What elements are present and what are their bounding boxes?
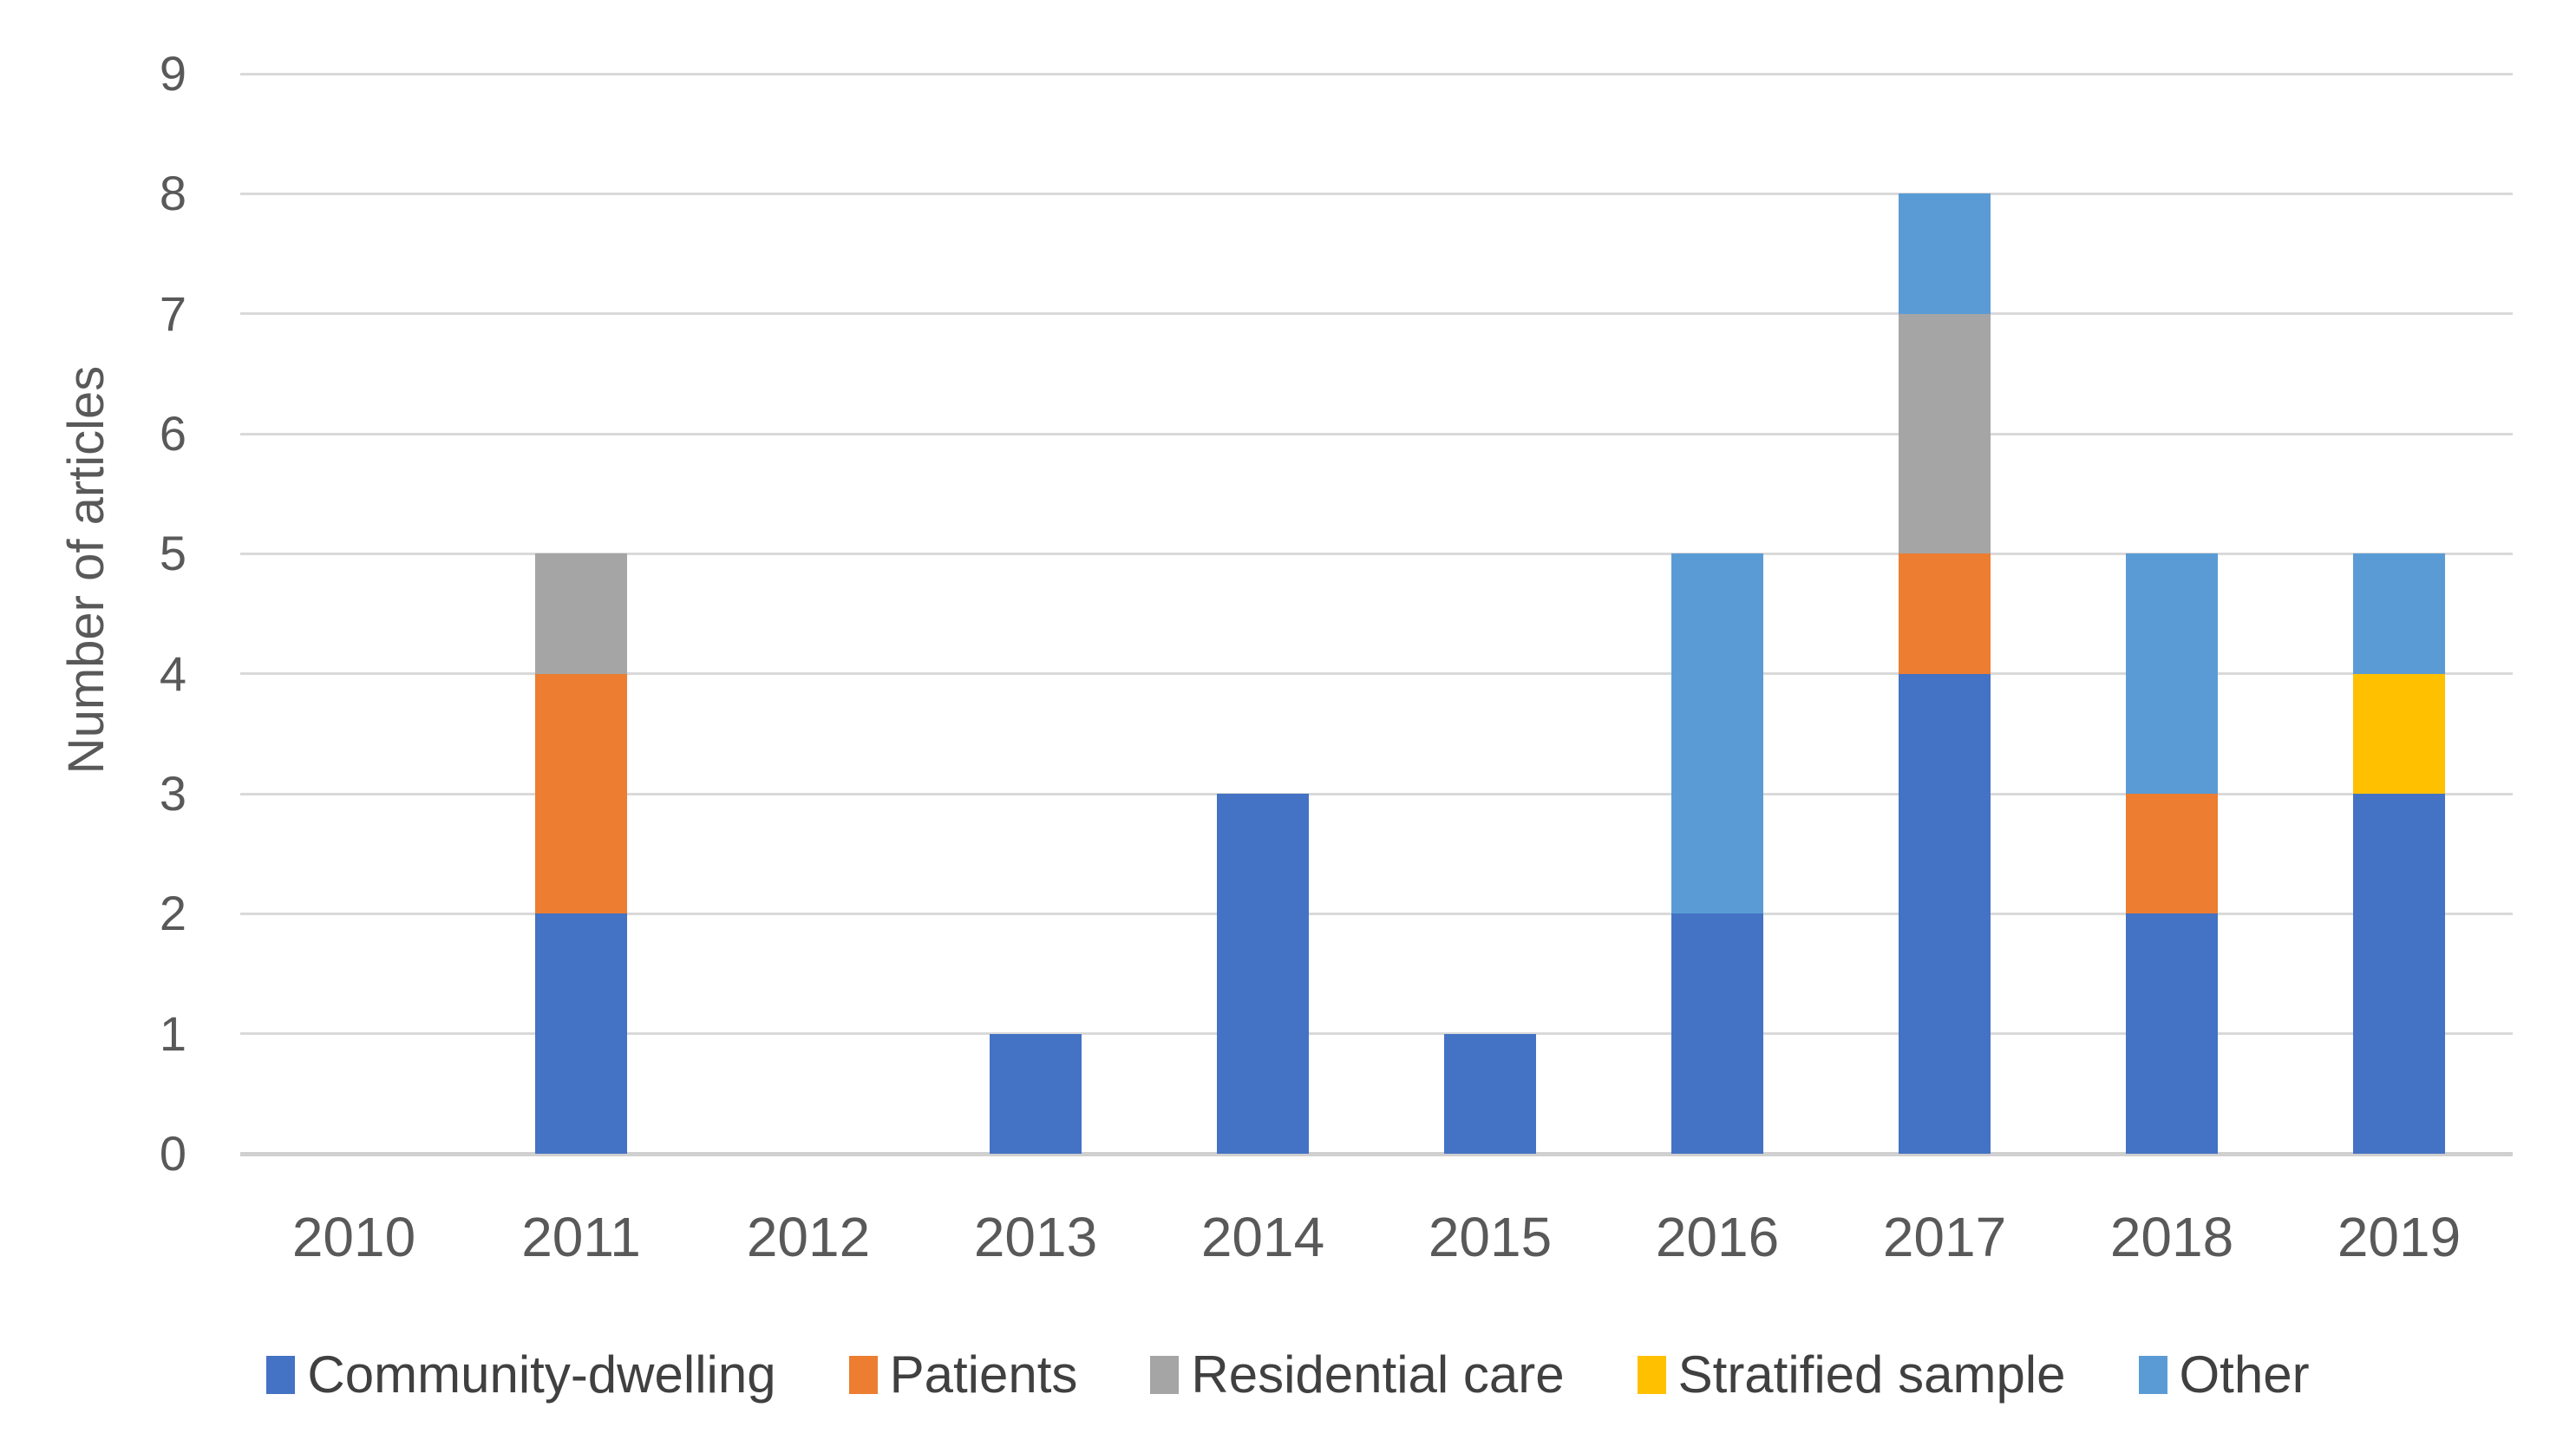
legend-marker [1637,1356,1666,1394]
x-tick-label: 2015 [1428,1206,1553,1268]
legend-marker [266,1356,296,1394]
bar-segment [535,913,627,1154]
bar-segment [2126,913,2218,1154]
legend-label: Stratified sample [1677,1345,2066,1404]
bar-segment [1671,913,1763,1154]
bar-segment [1899,313,1991,554]
legend-item: Stratified sample [1637,1344,2066,1406]
x-tick-label: 2014 [1200,1206,1325,1268]
legend-label: Community-dwelling [307,1345,776,1404]
x-axis-line [240,1151,2513,1156]
bar-segment [1217,794,1309,1154]
legend-item: Patients [848,1344,1078,1406]
x-tick-label: 2013 [973,1206,1098,1268]
bar-segment [2353,794,2445,1154]
legend-label: Patients [889,1345,1078,1404]
gridline [240,912,2513,915]
y-tick-label: 6 [159,406,186,461]
x-tick-label: 2011 [521,1206,641,1268]
y-tick-label: 4 [159,645,186,701]
bar-segment [1899,673,1991,1154]
gridline [240,672,2513,676]
legend-label: Residential care [1191,1345,1565,1404]
legend-marker [2138,1356,2167,1394]
gridline [240,1032,2513,1036]
bar-segment [1899,193,1991,314]
legend-item: Community-dwelling [266,1344,776,1406]
gridline [240,552,2513,555]
bar-segment [2126,553,2218,794]
x-tick-label: 2017 [1882,1206,2007,1268]
bar-segment [1899,553,1991,674]
y-tick-label: 5 [159,526,186,581]
legend: Community-dwelling Patients Residential ca… [0,1319,2576,1431]
legend-item: Residential care [1150,1344,1565,1406]
bar-segment [1671,553,1763,914]
x-tick-label: 2019 [2337,1206,2462,1268]
y-tick-label: 1 [159,1005,186,1061]
bar-segment [1444,1033,1536,1154]
y-tick-label: 7 [159,285,186,341]
y-tick-label: 8 [159,166,186,221]
x-tick-label: 2012 [746,1206,871,1268]
gridline [240,192,2513,195]
y-tick-label: 9 [159,46,186,101]
bar-segment [535,673,627,914]
legend-item: Other [2138,1344,2310,1406]
bar-segment [535,553,627,674]
legend-label: Other [2179,1345,2310,1404]
legend-marker [1150,1356,1180,1394]
gridline [240,72,2513,75]
legend-marker [848,1356,878,1394]
bar-segment [990,1033,1082,1154]
gridline [240,312,2513,316]
bar-segment [2126,794,2218,914]
y-tick-label: 0 [159,1126,186,1181]
x-tick-label: 2010 [291,1206,416,1268]
bar-segment [2353,673,2445,794]
y-tick-label: 3 [159,766,186,821]
x-tick-label: 2016 [1655,1206,1780,1268]
x-tick-label: 2018 [2109,1206,2234,1268]
bar-segment [2353,553,2445,674]
gridline [240,792,2513,795]
y-tick-label: 2 [159,886,186,941]
gridline [240,432,2513,435]
